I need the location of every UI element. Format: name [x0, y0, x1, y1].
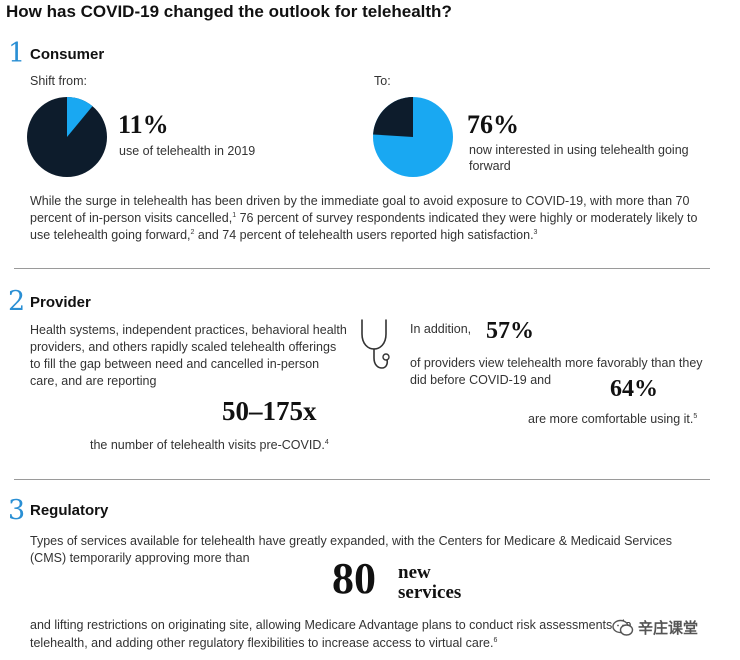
divider-1: [14, 268, 710, 269]
regulatory-paragraph-2-line1: and lifting restrictions on originating …: [30, 618, 632, 632]
pie-slice-other-now: [373, 97, 413, 137]
in-addition-text: In addition,: [410, 322, 472, 336]
stat-11-caption: use of telehealth in 2019: [119, 144, 256, 158]
stat-76-percent: 76%: [467, 110, 519, 139]
wechat-icon: [612, 619, 634, 636]
stat-11-percent: 11%: [118, 110, 169, 139]
stat-80: 80: [332, 554, 376, 603]
stat-76-caption: now interested in using telehealth going…: [469, 143, 689, 173]
page-title: How has COVID-19 changed the outlook for…: [6, 2, 452, 21]
regulatory-paragraph-1: Types of services available for teleheal…: [30, 534, 672, 565]
stat-64-caption: are more comfortable using it.5: [528, 412, 698, 426]
stat-50-175x: 50–175x: [222, 396, 317, 426]
section-number-provider: 2: [8, 286, 26, 317]
divider-2: [14, 479, 710, 480]
stat-57-caption: of providers view telehealth more favora…: [410, 356, 703, 387]
stethoscope-icon: [361, 319, 390, 369]
watermark-text: 辛庄课堂: [638, 620, 699, 637]
section-title-regulatory: Regulatory: [30, 502, 109, 519]
watermark: 辛庄课堂: [612, 617, 698, 638]
shift-from-label: Shift from:: [30, 74, 87, 88]
stat-57-percent: 57%: [486, 318, 534, 344]
regulatory-paragraph-2-line2: telehealth, and adding other regulatory …: [30, 636, 498, 650]
consumer-paragraph: While the surge in telehealth has been d…: [30, 194, 698, 242]
section-number-consumer: 1: [8, 38, 26, 69]
section-title-provider: Provider: [30, 294, 91, 311]
provider-paragraph: Health systems, independent practices, b…: [30, 323, 347, 388]
pie-chart-2019: [27, 97, 107, 177]
stat-50-175x-caption: the number of telehealth visits pre-COVI…: [90, 438, 329, 452]
section-number-regulatory: 3: [8, 495, 26, 526]
stat-80-label: new services: [398, 562, 462, 603]
stat-64-percent: 64%: [610, 376, 658, 402]
pie-slice-telehealth-2019: [67, 97, 93, 137]
to-label: To:: [374, 74, 391, 88]
section-title-consumer: Consumer: [30, 46, 105, 63]
pie-chart-now: [373, 97, 453, 177]
